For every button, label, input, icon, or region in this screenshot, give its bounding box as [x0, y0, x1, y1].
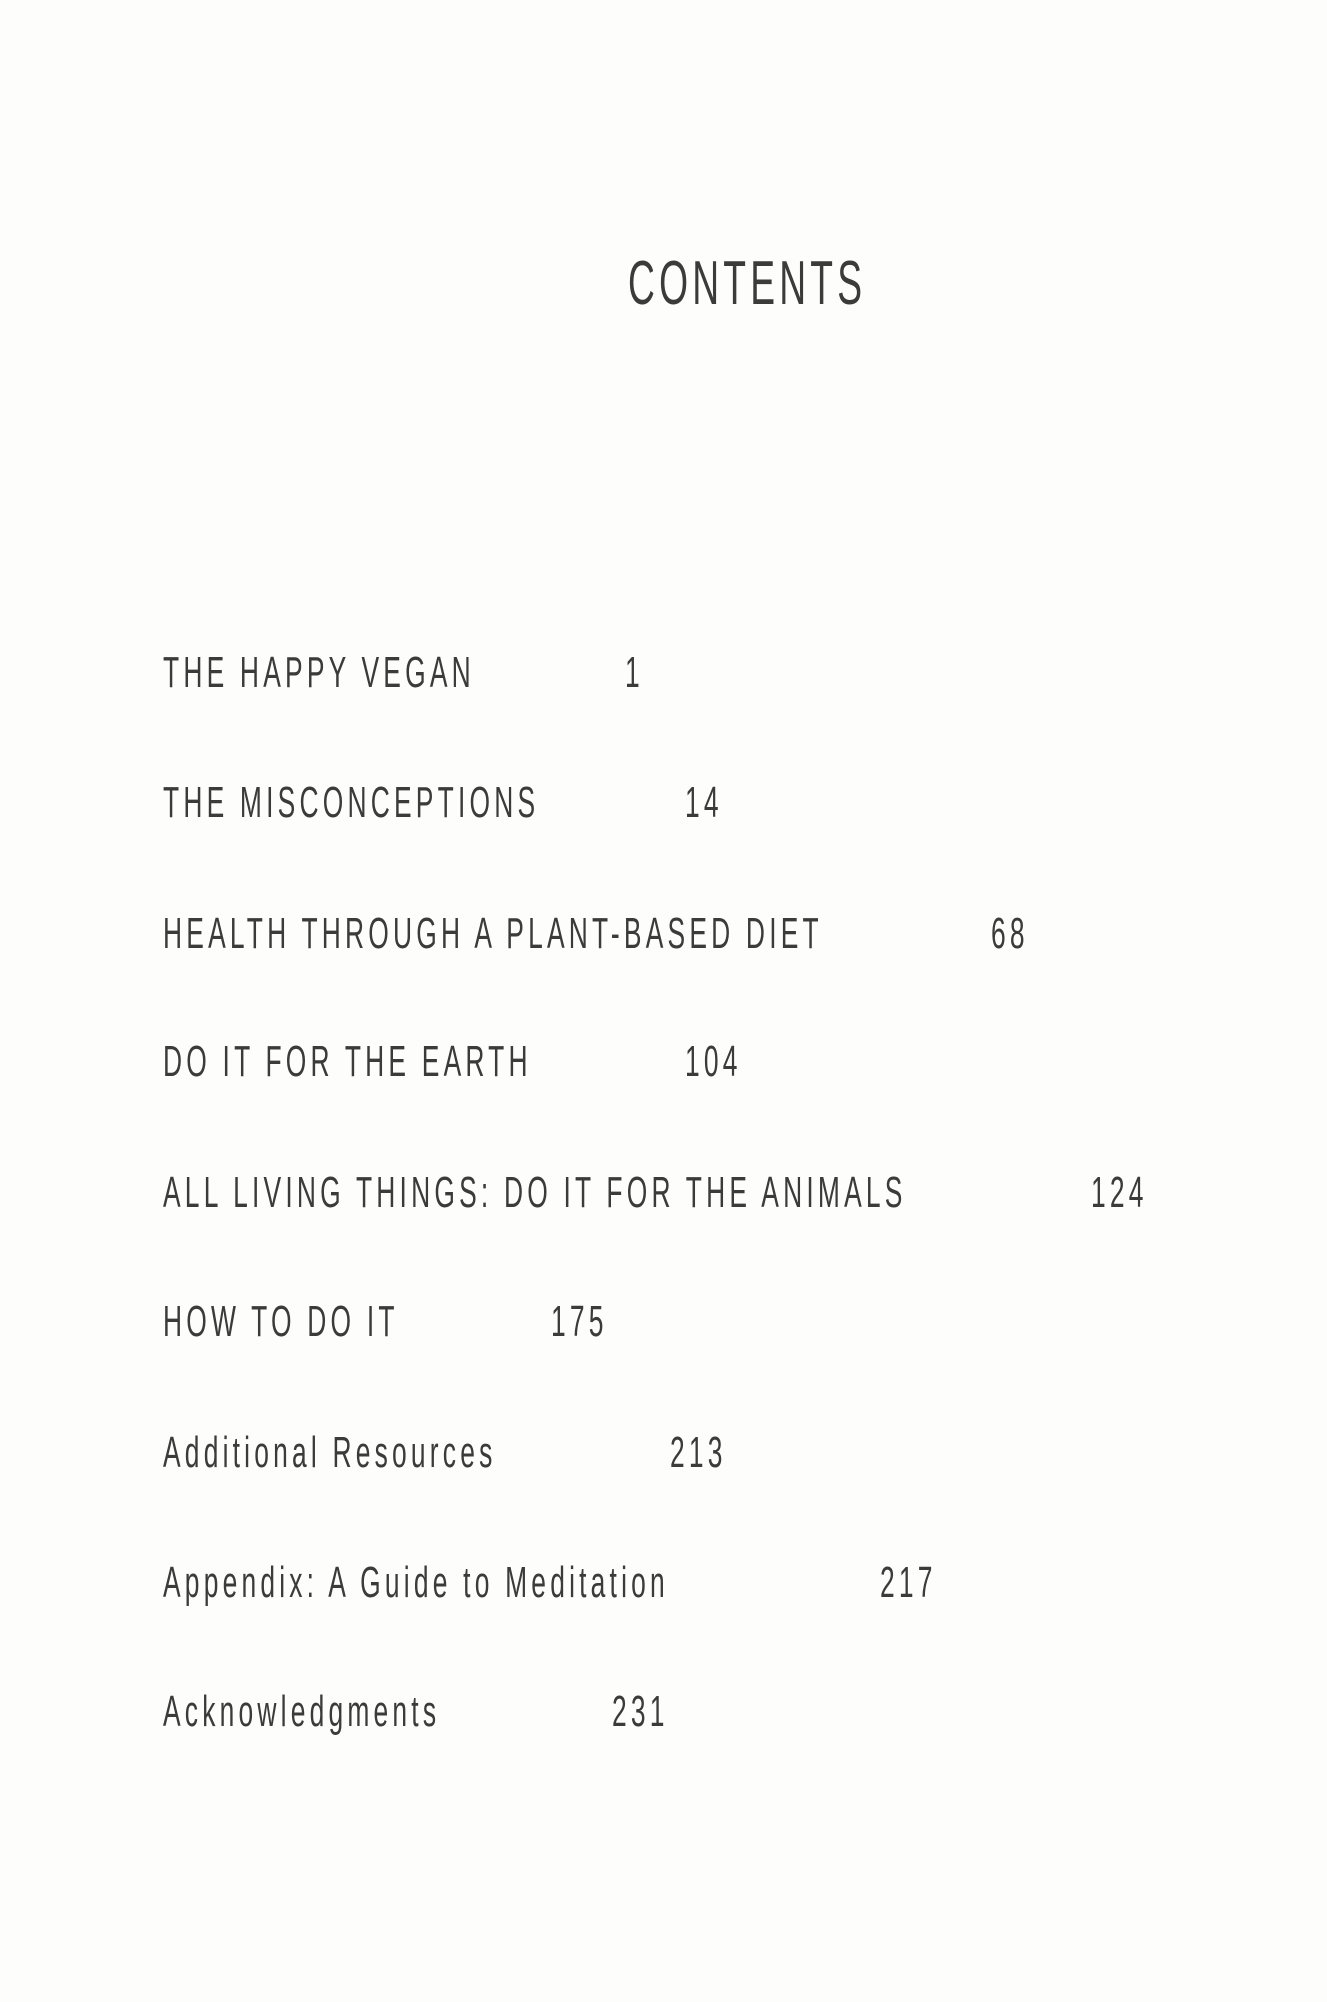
toc-entry[interactable]: THE HAPPY VEGAN 1: [163, 648, 1263, 698]
toc-entry-page: 14: [685, 778, 723, 827]
toc-entry-page: 124: [1091, 1168, 1148, 1217]
toc-entry[interactable]: Acknowledgments 231: [163, 1687, 1263, 1737]
toc-entry[interactable]: Appendix: A Guide to Meditation 217: [163, 1558, 1263, 1608]
toc-entry-page: 213: [670, 1428, 727, 1477]
toc-entry-label: HEALTH THROUGH A PLANT-BASED DIET: [163, 909, 823, 958]
toc-entry[interactable]: THE MISCONCEPTIONS 14: [163, 778, 1263, 828]
toc-entry-label: DO IT FOR THE EARTH: [163, 1037, 532, 1086]
toc-entry[interactable]: DO IT FOR THE EARTH 104: [163, 1037, 1263, 1087]
toc-entry-label: ALL LIVING THINGS: DO IT FOR THE ANIMALS: [163, 1168, 907, 1217]
toc-entry-page: 1: [625, 648, 644, 697]
toc-entry-page: 175: [551, 1297, 608, 1346]
toc-entry[interactable]: HOW TO DO IT 175: [163, 1297, 1263, 1347]
toc-entry-page: 68: [991, 909, 1029, 958]
toc-entry-label: Additional Resources: [163, 1428, 497, 1477]
toc-entry-page: 231: [612, 1687, 669, 1736]
toc-entry-label: THE HAPPY VEGAN: [163, 648, 475, 697]
toc-entry[interactable]: Additional Resources 213: [163, 1428, 1263, 1478]
toc-entry-label: THE MISCONCEPTIONS: [163, 778, 540, 827]
page-title: CONTENTS: [628, 249, 867, 318]
toc-entry-page: 217: [880, 1558, 937, 1607]
toc-entry-label: Acknowledgments: [163, 1687, 441, 1736]
toc-entry[interactable]: ALL LIVING THINGS: DO IT FOR THE ANIMALS…: [163, 1168, 1263, 1218]
toc-entry[interactable]: HEALTH THROUGH A PLANT-BASED DIET 68: [163, 909, 1263, 959]
toc-entry-page: 104: [685, 1037, 742, 1086]
toc-entry-label: Appendix: A Guide to Meditation: [163, 1558, 669, 1607]
toc-entry-label: HOW TO DO IT: [163, 1297, 399, 1346]
